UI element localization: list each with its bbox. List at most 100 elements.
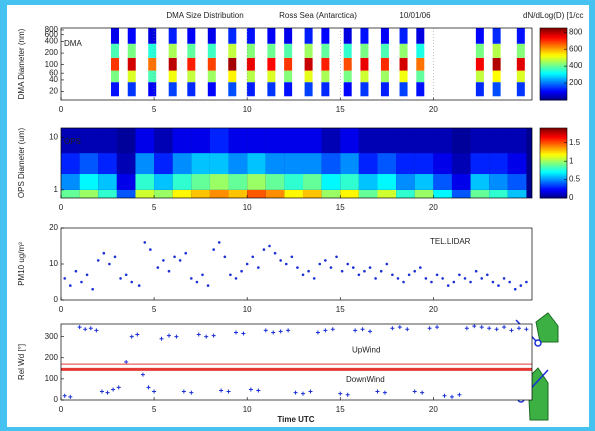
point xyxy=(156,266,160,269)
heat-cell xyxy=(247,128,266,154)
colorbar-slice xyxy=(540,180,567,183)
point xyxy=(69,284,72,287)
colorbar-slice xyxy=(540,161,567,164)
heat-cell xyxy=(148,43,157,58)
heat-cell xyxy=(228,57,237,71)
colorbar-slice xyxy=(540,147,567,150)
colorbar-label: dN/dLog(D) [1/cc xyxy=(523,11,583,20)
colorbar-slice xyxy=(540,150,567,153)
heat-cell xyxy=(340,174,359,190)
colorbar-slice xyxy=(540,92,567,96)
heat-cell xyxy=(492,57,501,71)
colorbar-slice xyxy=(540,64,567,67)
heat-cell xyxy=(433,174,452,190)
point xyxy=(102,251,106,255)
heat-cell xyxy=(380,82,389,97)
heat-cell xyxy=(516,70,525,83)
point xyxy=(491,280,495,284)
heat-cell xyxy=(475,57,484,71)
point xyxy=(206,284,210,287)
colorbar-slice xyxy=(540,60,567,63)
heat-cell xyxy=(475,28,484,44)
y-tick-label: 20 xyxy=(49,223,58,232)
point xyxy=(524,327,529,332)
point xyxy=(190,277,193,280)
heat-cell xyxy=(475,43,484,58)
point xyxy=(195,280,199,284)
point xyxy=(323,328,328,333)
heat-cell xyxy=(343,82,352,97)
heat-cell xyxy=(284,28,293,44)
heat-cell xyxy=(209,189,229,198)
point xyxy=(88,326,93,331)
point xyxy=(390,326,395,331)
colorbar-slice xyxy=(540,35,567,38)
x-tick-label: 5 xyxy=(152,305,157,314)
heat-cell xyxy=(304,28,313,44)
heat-cell xyxy=(343,57,352,71)
heat-cell xyxy=(304,82,313,97)
heat-cell xyxy=(360,70,369,83)
point xyxy=(405,327,410,332)
point xyxy=(279,259,282,262)
heat-cell xyxy=(228,28,237,44)
point xyxy=(108,262,111,266)
colorbar-slice xyxy=(540,89,567,92)
heat-cell xyxy=(135,153,155,175)
point xyxy=(124,360,129,364)
heat-cell xyxy=(127,28,136,44)
point xyxy=(435,325,440,330)
heat-cell xyxy=(489,128,508,154)
point xyxy=(99,389,104,394)
colorbar-slice xyxy=(540,49,567,52)
point xyxy=(301,273,305,277)
heat-cell xyxy=(79,128,99,154)
heat-cell xyxy=(148,82,157,97)
x-tick-label: 20 xyxy=(429,203,438,212)
colorbar-slice xyxy=(540,82,567,85)
heat-cell xyxy=(110,82,119,97)
colorbar-slice xyxy=(540,178,567,181)
plot-frame xyxy=(60,323,533,401)
point xyxy=(315,330,320,335)
heat-cell xyxy=(416,28,425,44)
point xyxy=(419,266,422,269)
point xyxy=(474,269,478,273)
point xyxy=(143,241,147,244)
heat-cell xyxy=(303,128,322,154)
point xyxy=(286,328,291,333)
heat-cell xyxy=(343,70,352,83)
colorbar-slice xyxy=(540,157,567,160)
heat-cell xyxy=(209,153,229,175)
heat-cell xyxy=(507,174,527,190)
heat-cell xyxy=(284,174,304,190)
point xyxy=(446,284,450,287)
heat-cell xyxy=(207,57,216,71)
panel-label: TEL.LIDAR xyxy=(430,237,471,246)
point xyxy=(519,284,523,287)
heat-cell xyxy=(396,174,415,190)
point xyxy=(111,387,116,392)
heat-cell xyxy=(228,43,237,58)
colorbar-slice xyxy=(540,56,567,60)
colorbar-slice xyxy=(540,164,567,167)
point xyxy=(385,262,389,266)
point xyxy=(293,390,298,395)
panel: 0 5 10 15 20 0 10 20 PM10 ug/m³ TEL.LIDAR xyxy=(17,223,533,314)
point xyxy=(152,389,157,394)
point xyxy=(234,277,238,280)
heat-cell xyxy=(399,70,408,83)
point xyxy=(480,277,484,280)
heat-cell xyxy=(228,189,248,198)
colorbar-slice xyxy=(540,191,567,194)
x-tick-label: 20 xyxy=(429,105,438,114)
y-tick-label: 10 xyxy=(49,259,58,268)
point xyxy=(63,277,67,280)
heat-cell xyxy=(377,174,397,190)
point xyxy=(413,269,417,273)
point xyxy=(457,392,462,397)
point xyxy=(94,328,99,333)
panel: 0 0.5 1 1.5 0 5 10 15 20 1 10 OPS Diameter (um) OPS xyxy=(17,128,581,213)
heat-cell xyxy=(116,153,136,175)
